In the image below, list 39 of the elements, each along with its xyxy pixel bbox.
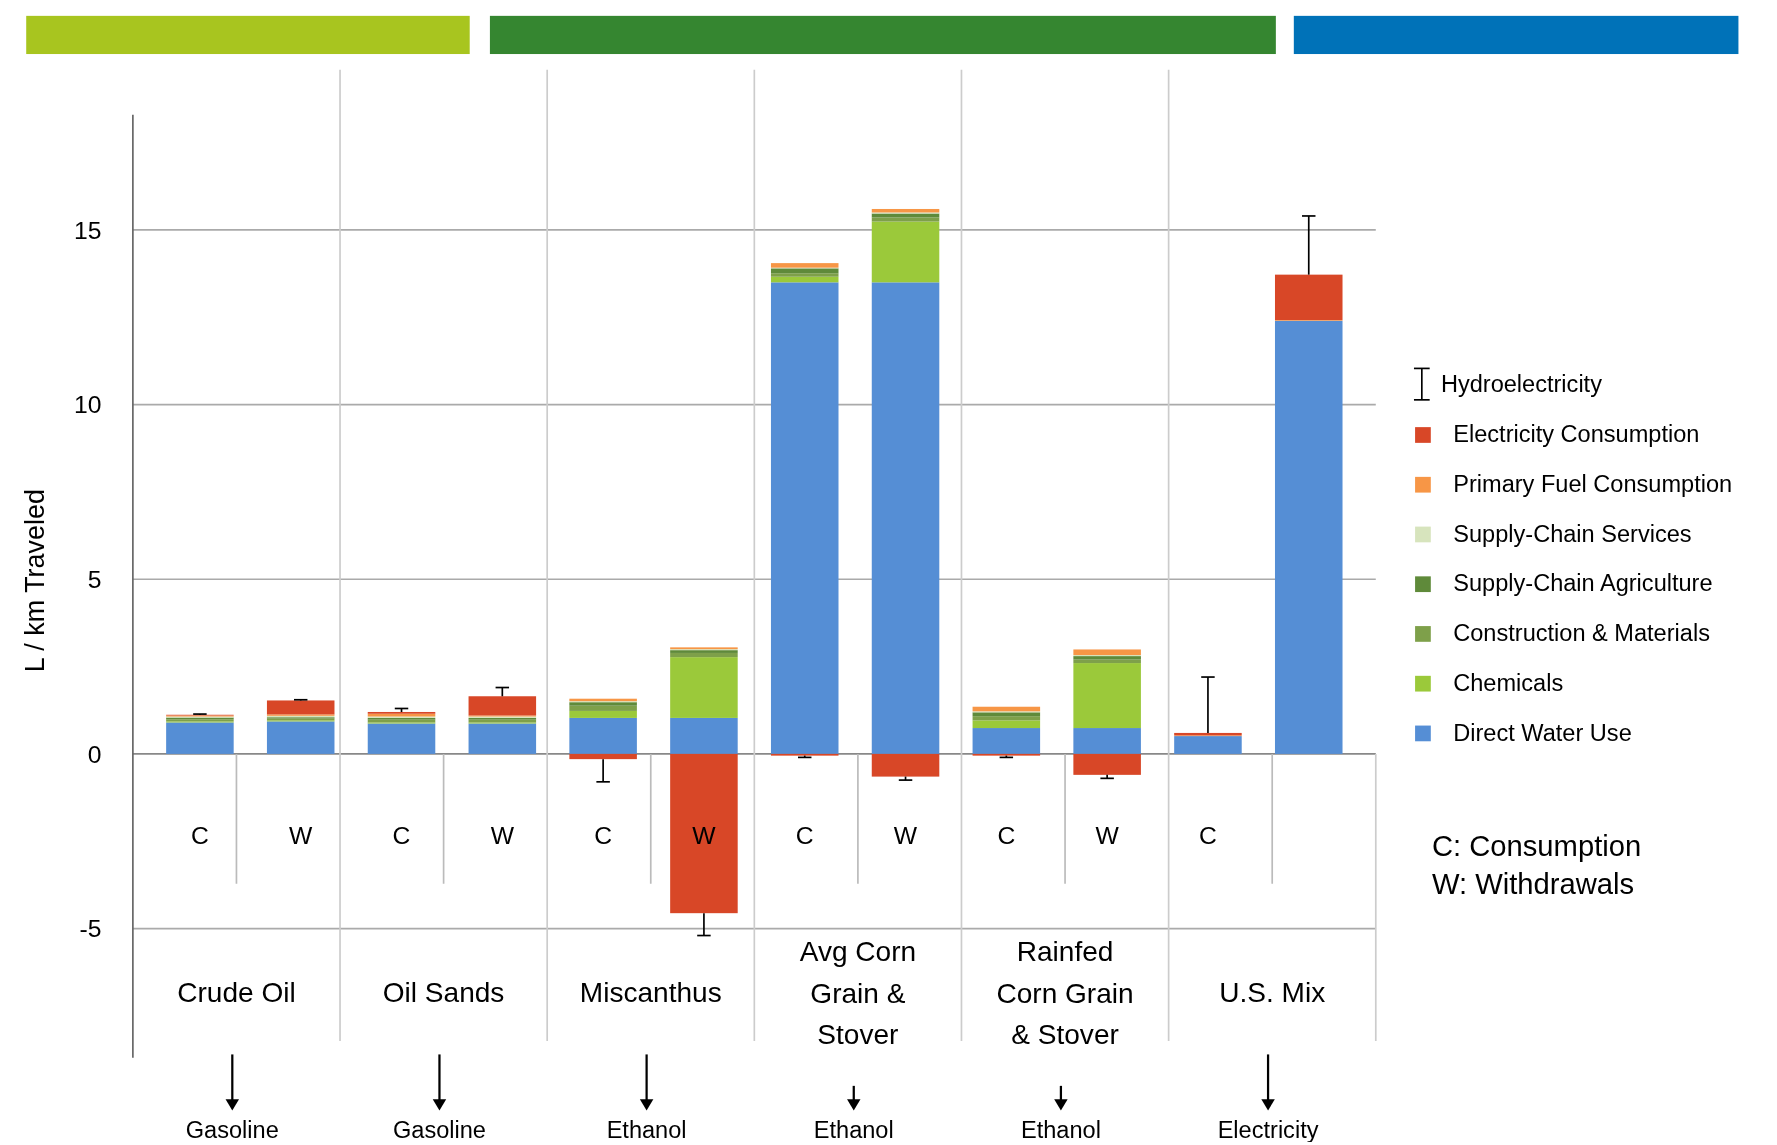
annotation: Rainfed Corn Grain & Stover — [996, 936, 1134, 1051]
legend-label: Supply-Chain Services — [1453, 520, 1692, 547]
x-tick-label: W — [692, 822, 717, 850]
x-tick-label: C — [190, 822, 209, 850]
text: W: Withdrawals — [1431, 867, 1635, 900]
x-tick-label: C — [997, 822, 1016, 850]
x-tick-label: W — [490, 822, 515, 850]
legend-label: Direct Water Use — [1453, 719, 1632, 746]
x-tick-label: C — [1199, 822, 1217, 850]
y-tick-label: 15 — [73, 216, 102, 244]
legend-label: Electricity Consumption — [1453, 421, 1700, 448]
x-tick-label: C — [795, 822, 814, 850]
text: C: Consumption — [1431, 829, 1642, 862]
x-tick-label: W — [893, 822, 918, 850]
text: Gasoline — [185, 1116, 279, 1143]
text: Electricity — [1217, 1116, 1319, 1143]
x-tick-label: C — [392, 822, 411, 850]
legend-label: Supply-Chain Agriculture — [1453, 570, 1713, 597]
y-axis-title: L / km Traveled — [20, 489, 51, 673]
legend-label: Primary Fuel Consumption — [1453, 470, 1733, 497]
annotation: U.S. Mix — [1219, 976, 1326, 1008]
y-tick-label: -5 — [79, 915, 102, 943]
x-tick-label: C — [594, 822, 613, 850]
legend-label: Construction & Materials — [1453, 620, 1710, 647]
annotation: Avg Corn Grain & Stover — [799, 936, 917, 1051]
y-tick-label: 10 — [73, 391, 102, 419]
annotation: Crude Oil — [177, 976, 296, 1008]
text: Gasoline — [392, 1116, 486, 1143]
text: Ethanol — [1020, 1116, 1101, 1143]
x-tick-label: W — [289, 822, 314, 850]
text: Ethanol — [813, 1116, 894, 1143]
text: Ethanol — [606, 1116, 687, 1143]
y-tick-label: 5 — [87, 565, 102, 593]
x-tick-label: W — [1095, 822, 1120, 850]
annotation: Miscanthus — [579, 976, 722, 1008]
legend-label: Chemicals — [1453, 669, 1564, 696]
legend-label: Hydroelectricity — [1440, 371, 1603, 398]
y-tick-label: 0 — [87, 740, 102, 768]
annotation: Oil Sands — [382, 976, 505, 1008]
